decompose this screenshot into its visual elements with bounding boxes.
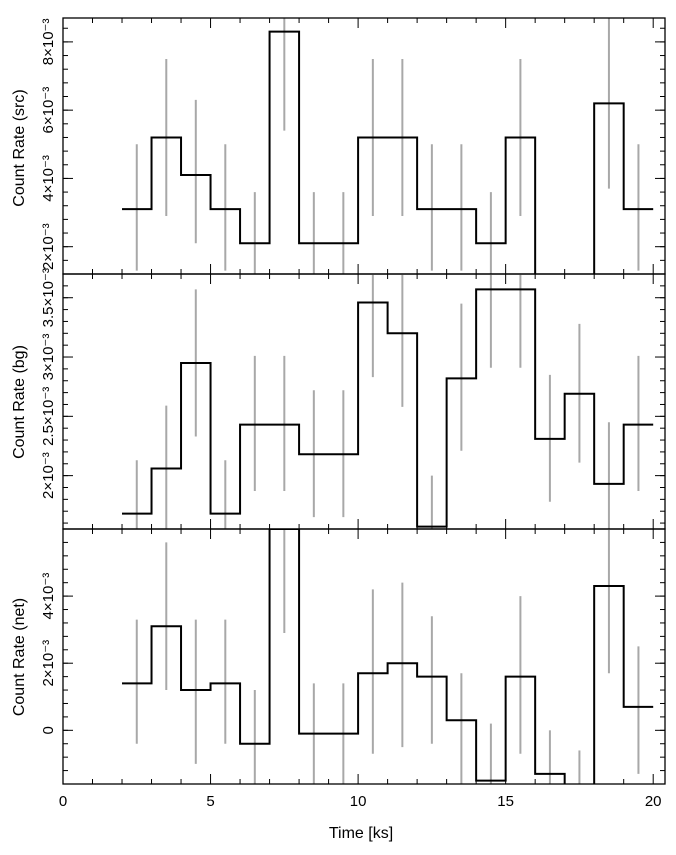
y-tick-label-bg: 2.5×10⁻³ — [40, 387, 57, 446]
y-tick-label-net: 0 — [40, 726, 57, 734]
x-tick-label: 5 — [206, 793, 214, 810]
frame-net — [62, 528, 666, 785]
data-src — [122, 18, 654, 274]
y-tick-label-src: 2×10⁻³ — [40, 223, 57, 270]
y-tick-label-src: 8×10⁻³ — [40, 19, 57, 66]
step-line-net — [122, 529, 654, 784]
panel-net: 0 2×10⁻³ 4×10⁻³ — [40, 528, 666, 785]
data-bg — [122, 274, 654, 529]
y-axis-title-net: Count Rate (net) — [11, 598, 28, 716]
x-tick-label: 10 — [350, 793, 367, 810]
step-line-src — [122, 30, 654, 274]
y-tick-label-src: 6×10⁻³ — [40, 87, 57, 134]
y-tick-label-src: 4×10⁻³ — [40, 155, 57, 202]
panel-src: 2×10⁻³ 4×10⁻³ 6×10⁻³ 8×10⁻³ — [40, 17, 666, 275]
x-axis-title: Time [ks] — [329, 825, 393, 842]
step-line-bg — [122, 288, 654, 528]
y-axis-title-src: Count Rate (src) — [11, 89, 28, 206]
y-tick-label-net: 4×10⁻³ — [40, 573, 57, 620]
y-tick-label-bg: 2×10⁻³ — [40, 452, 57, 499]
x-axis-labels: 0 5 10 15 20 — [59, 793, 662, 810]
panel-bg: 2×10⁻³ 2.5×10⁻³ 3×10⁻³ 3.5×10⁻³ — [40, 268, 666, 530]
y-axis-title-bg: Count Rate (bg) — [11, 345, 28, 459]
frame-src — [62, 17, 666, 275]
y-tick-label-bg: 3.5×10⁻³ — [40, 268, 57, 327]
x-tick-label: 0 — [59, 793, 67, 810]
data-net — [122, 529, 654, 784]
x-tick-label: 15 — [497, 793, 514, 810]
y-tick-label-net: 2×10⁻³ — [40, 640, 57, 687]
panels: 2×10⁻³ 4×10⁻³ 6×10⁻³ 8×10⁻³ 2×10⁻³ 2.5×10⁻³ 3×… — [40, 17, 666, 785]
x-tick-label: 20 — [645, 793, 662, 810]
y-tick-label-bg: 3×10⁻³ — [40, 334, 57, 381]
frame-bg — [62, 273, 666, 530]
